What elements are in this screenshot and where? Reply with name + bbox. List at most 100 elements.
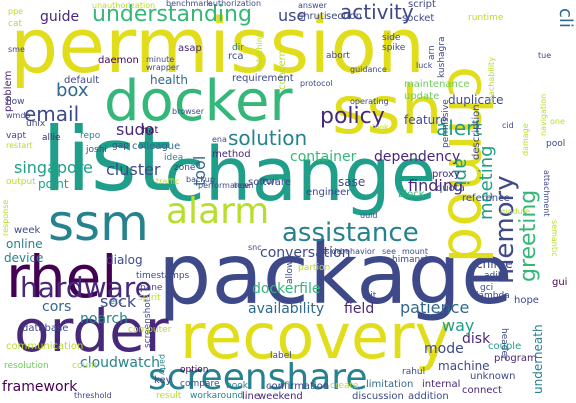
word-hardware: hardware: [20, 271, 152, 304]
word-count: count: [72, 361, 98, 371]
word-line: line: [242, 391, 261, 402]
word-side: side: [382, 33, 401, 43]
word-attachment: attachment: [542, 170, 551, 217]
word-couple: couple: [488, 341, 522, 352]
word-sase: sase: [338, 175, 366, 189]
word-idea: idea: [164, 153, 184, 163]
word-health: health: [150, 73, 188, 87]
word-inside: inside: [318, 247, 342, 256]
word-benchmark: benchmark: [166, 0, 212, 8]
word-screenshare: screenshare: [148, 357, 368, 398]
word-mode: mode: [424, 341, 464, 357]
word-patience: patience: [400, 298, 470, 317]
word-order: order: [14, 297, 169, 365]
word-cat: cat: [8, 19, 22, 29]
word-permissive: permissive: [441, 99, 451, 148]
word-label: label: [270, 351, 292, 361]
word-dependency: dependency: [374, 149, 461, 165]
word-arn: arn: [427, 45, 437, 60]
word-requirement: requirement: [232, 73, 294, 84]
word-rhel: rhel: [6, 243, 118, 311]
word-workaround: workaround: [190, 391, 244, 401]
word-minute: minute: [146, 55, 175, 64]
word-cloudwatch: cloudwatch: [80, 355, 161, 371]
word-disk: disk: [462, 331, 491, 347]
word-assistance: assistance: [282, 218, 419, 248]
word-partion: partion: [298, 263, 331, 273]
word-detaching: detaching: [255, 32, 264, 72]
word-dir: dir: [232, 43, 244, 53]
word-operating: operating: [350, 97, 389, 106]
word-greeting: greeting: [516, 189, 541, 282]
word-pool: pool: [546, 139, 566, 149]
word-discussion: discussion: [352, 391, 404, 402]
word-etc: etc: [110, 297, 123, 306]
word-semantic: semantic: [550, 220, 559, 257]
word-mount: mount: [402, 247, 428, 256]
word-tue: tue: [538, 51, 552, 60]
word-framework: framework: [2, 379, 78, 395]
word-machine: machine: [438, 359, 490, 373]
word-email: email: [24, 102, 80, 126]
word-shruti: shruti: [298, 11, 327, 22]
word-addition: addition: [408, 391, 449, 402]
word-behavior: behavior: [340, 247, 376, 256]
word-maintenance: maintenance: [404, 79, 470, 90]
word-compare: compare: [180, 379, 220, 389]
word-restart: restart: [6, 141, 33, 150]
word-reachability: reachability: [487, 57, 496, 104]
word-header: header: [499, 328, 509, 360]
word-adil: adil: [484, 271, 501, 281]
word-party: party: [158, 354, 167, 376]
word-spirit: spirit: [138, 293, 161, 303]
word-singapore: singapore: [14, 158, 93, 177]
word-joshi: joshi: [86, 145, 107, 155]
word-dialog: dialog: [106, 253, 143, 267]
word-gui: gui: [552, 277, 568, 288]
word-backup: backup: [186, 175, 215, 184]
word-database: database: [22, 323, 69, 334]
word-authorization: authorization: [208, 0, 262, 8]
word-chime: chime: [476, 257, 513, 271]
word-point: point: [38, 177, 69, 191]
word-dockerfile: dockerfile: [252, 281, 321, 297]
word-answer: answer: [298, 1, 327, 10]
word-flow: flow: [6, 97, 25, 107]
word-description: description: [471, 104, 482, 160]
word-run: run: [262, 177, 278, 187]
word-hope: hope: [514, 295, 539, 306]
word-wmdb: wmdb: [6, 111, 31, 120]
word-luck: luck: [416, 61, 433, 70]
word-sock: sock: [100, 292, 137, 311]
word-engineer: engineer: [306, 187, 351, 198]
word-book: book: [226, 381, 248, 391]
word-understanding: understanding: [92, 2, 252, 27]
word-activity: activity: [340, 0, 414, 24]
word-reference: reference: [462, 193, 510, 204]
word-gap: gap: [112, 141, 129, 151]
word-feature: feature: [404, 113, 448, 127]
word-policy: policy: [320, 104, 385, 129]
word-ena: ena: [212, 135, 227, 144]
word-allie: allie: [42, 133, 61, 143]
word-rahul: rahul: [402, 367, 426, 377]
word-update: update: [404, 91, 440, 102]
word-abort: abort: [326, 51, 350, 61]
word-screenshot: screenshot: [143, 298, 153, 348]
word-availability: availability: [248, 301, 325, 317]
word-sudo: sudo: [116, 120, 155, 139]
word-zone: zone: [174, 163, 196, 173]
word-module: module: [500, 207, 530, 216]
word-ssh: ssh: [332, 72, 443, 149]
word-device: device: [4, 251, 44, 265]
word-program: program: [494, 353, 537, 364]
word-communication: communication: [6, 341, 84, 352]
word-cid: cid: [502, 121, 514, 130]
word-result: result: [156, 391, 182, 401]
word-concern: concern: [277, 50, 288, 90]
word-list: list: [42, 108, 172, 211]
word-recovery: recovery: [180, 300, 452, 373]
word-connect: connect: [462, 385, 502, 396]
word-guidance: guidance: [350, 65, 387, 74]
